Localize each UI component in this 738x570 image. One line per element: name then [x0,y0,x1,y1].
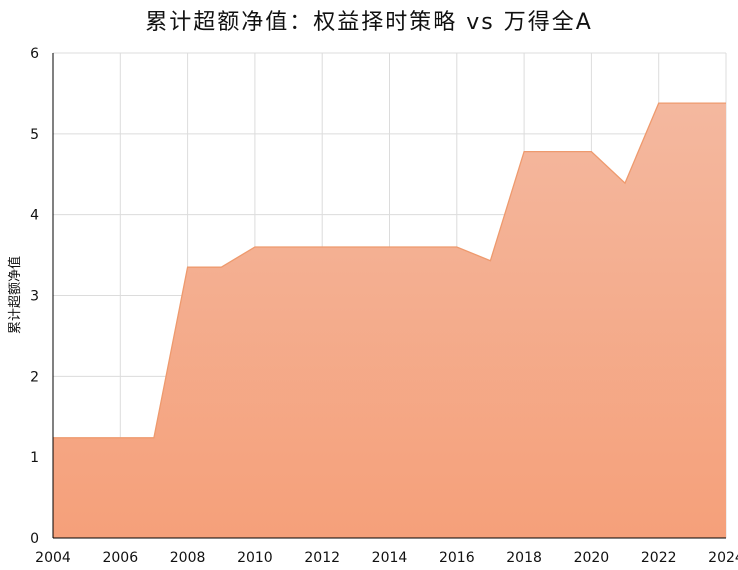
x-tick-label: 2012 [304,550,340,566]
x-tick-label: 2022 [641,550,677,566]
x-tick-label: 2024 [708,550,738,566]
area-fill [53,103,726,538]
x-tick-label: 2010 [237,550,273,566]
y-tick-label: 3 [30,289,39,305]
y-tick-label: 6 [30,46,39,62]
x-tick-label: 2008 [170,550,206,566]
y-tick-label: 1 [30,450,39,466]
y-tick-label: 2 [30,369,39,385]
y-tick-label: 5 [30,127,39,143]
y-tick-label: 0 [30,531,39,547]
area-series [52,102,727,538]
x-tick-label: 2004 [35,550,71,566]
tick-labels: 2004 2006 2008 2010 2012 2014 2016 2018 2020 2022… [30,46,738,566]
x-tick-label: 2018 [506,550,542,566]
chart-title: 累计超额净值：权益择时策略 vs 万得全A [145,10,593,35]
y-axis-label: 累计超额净值 [7,256,23,334]
x-tick-label: 2014 [372,550,408,566]
x-tick-label: 2016 [439,550,475,566]
x-tick-label: 2006 [102,550,138,566]
y-tick-label: 4 [30,208,39,224]
x-tick-label: 2020 [574,550,610,566]
axes [52,53,726,539]
